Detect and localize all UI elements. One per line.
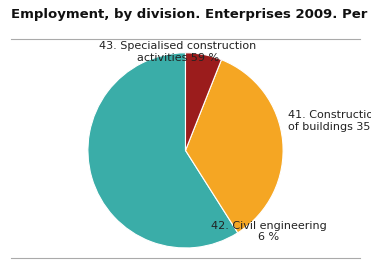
Text: 41. Construction
of buildings 35 %: 41. Construction of buildings 35 %	[288, 110, 371, 132]
Text: Employment, by division. Enterprises 2009. Per cent: Employment, by division. Enterprises 200…	[11, 8, 371, 21]
Text: 42. Civil engineering
6 %: 42. Civil engineering 6 %	[211, 221, 326, 242]
Wedge shape	[186, 60, 283, 233]
Wedge shape	[186, 53, 221, 150]
Text: 43. Specialised construction
activities 59 %: 43. Specialised construction activities …	[99, 41, 256, 63]
Wedge shape	[88, 53, 238, 248]
